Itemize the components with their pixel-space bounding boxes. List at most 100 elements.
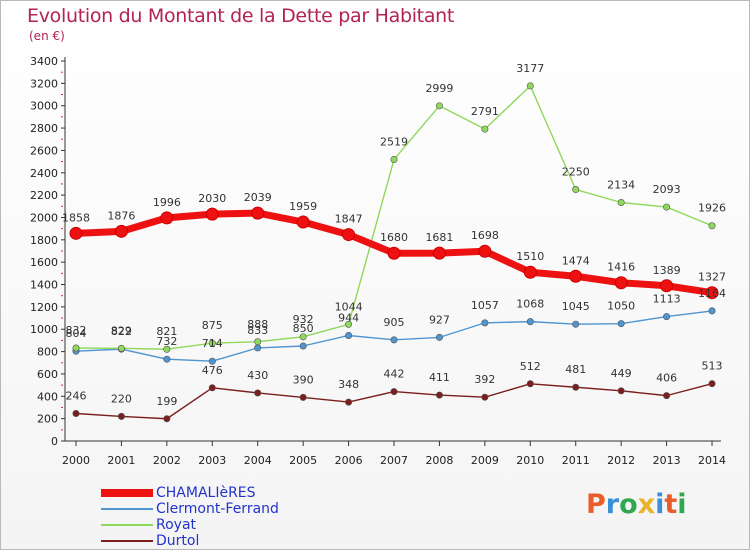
legend-swatch: [101, 540, 153, 542]
data-label: 406: [656, 372, 677, 385]
data-label: 1389: [653, 264, 681, 277]
y-tick-label: 1000: [30, 323, 58, 336]
data-label: 714: [202, 337, 223, 350]
data-point: [481, 393, 489, 401]
x-tick-label: 2012: [607, 454, 635, 467]
data-point: [342, 228, 356, 242]
line-chart: 0 200 400 600 800 1000 1200 1400 1600 1800 2000 220…: [30, 55, 726, 467]
logo-letter: o: [619, 489, 638, 520]
data-point: [117, 412, 125, 420]
data-label: 199: [156, 395, 177, 408]
legend-swatch: [101, 489, 153, 497]
data-label: 1680: [380, 231, 408, 244]
data-point: [708, 380, 716, 388]
data-point: [663, 392, 671, 400]
data-point: [160, 211, 174, 225]
data-label: 1416: [607, 261, 635, 274]
data-point: [72, 344, 80, 352]
data-point: [251, 206, 265, 220]
data-point: [708, 307, 716, 315]
y-tick-label: 2600: [30, 144, 58, 157]
y-tick-label: 200: [37, 413, 58, 426]
y-tick-label: 3200: [30, 77, 58, 90]
data-point: [163, 345, 171, 353]
logo-letter: i: [677, 489, 687, 520]
x-tick-label: 2006: [335, 454, 363, 467]
data-point: [69, 226, 83, 240]
data-point: [660, 279, 674, 293]
data-point: [205, 207, 219, 221]
data-label: 513: [702, 360, 723, 373]
data-point: [345, 398, 353, 406]
data-point: [572, 383, 580, 391]
data-point: [526, 318, 534, 326]
logo-letter: r: [605, 489, 620, 520]
y-tick-label: 1600: [30, 256, 58, 269]
y-tick-label: 0: [51, 435, 58, 448]
data-label: 1068: [516, 298, 544, 311]
data-label: 1327: [698, 271, 726, 284]
data-label: 832: [66, 324, 87, 337]
y-tick-label: 3400: [30, 55, 58, 68]
data-point: [572, 320, 580, 328]
data-label: 944: [338, 311, 359, 324]
legend-label: CHAMALIèRES: [156, 485, 256, 501]
data-point: [481, 125, 489, 133]
data-label: 1847: [335, 213, 363, 226]
data-label: 804: [66, 327, 87, 340]
y-tick-label: 400: [37, 390, 58, 403]
x-tick-label: 2009: [471, 454, 499, 467]
data-label: 1474: [562, 254, 590, 267]
data-point: [299, 333, 307, 341]
data-point: [208, 357, 216, 365]
x-tick-label: 2005: [289, 454, 317, 467]
y-tick-label: 3000: [30, 100, 58, 113]
legend-label: Royat: [156, 517, 197, 533]
data-label: 875: [202, 319, 223, 332]
data-point: [432, 246, 446, 260]
chart-title: Evolution du Montant de la Dette par Hab…: [27, 5, 455, 27]
data-label: 829: [111, 324, 132, 337]
data-point: [617, 387, 625, 395]
x-tick-label: 2003: [198, 454, 226, 467]
legend-swatch: [101, 508, 153, 510]
logo-letter: t: [664, 489, 678, 520]
data-label: 932: [293, 313, 314, 326]
data-label: 1050: [607, 300, 635, 313]
data-point: [114, 224, 128, 238]
y-tick-label: 2200: [30, 189, 58, 202]
data-point: [614, 276, 628, 290]
data-point: [435, 391, 443, 399]
data-label: 1510: [516, 250, 544, 263]
data-point: [569, 269, 583, 283]
data-label: 822: [111, 325, 132, 338]
data-point: [705, 286, 719, 300]
x-tick-label: 2007: [380, 454, 408, 467]
data-label: 850: [293, 322, 314, 335]
data-point: [254, 389, 262, 397]
data-point: [254, 344, 262, 352]
data-label: 2030: [198, 192, 226, 205]
logo-letter: i: [655, 489, 665, 520]
y-tick-label: 800: [37, 346, 58, 359]
data-point: [345, 331, 353, 339]
data-point: [617, 198, 625, 206]
data-point: [708, 222, 716, 230]
y-tick-label: 1800: [30, 234, 58, 247]
data-label: 449: [611, 367, 632, 380]
x-tick-label: 2011: [562, 454, 590, 467]
data-point: [387, 246, 401, 260]
data-label: 2999: [425, 82, 453, 95]
data-point: [390, 155, 398, 163]
data-label: 833: [247, 324, 268, 337]
data-label: 732: [156, 335, 177, 348]
data-point: [299, 393, 307, 401]
data-point: [572, 186, 580, 194]
data-label: 1959: [289, 200, 317, 213]
x-tick-label: 2004: [244, 454, 272, 467]
data-label: 1698: [471, 229, 499, 242]
data-label: 2039: [244, 191, 272, 204]
data-label: 1876: [107, 209, 135, 222]
data-point: [526, 82, 534, 90]
